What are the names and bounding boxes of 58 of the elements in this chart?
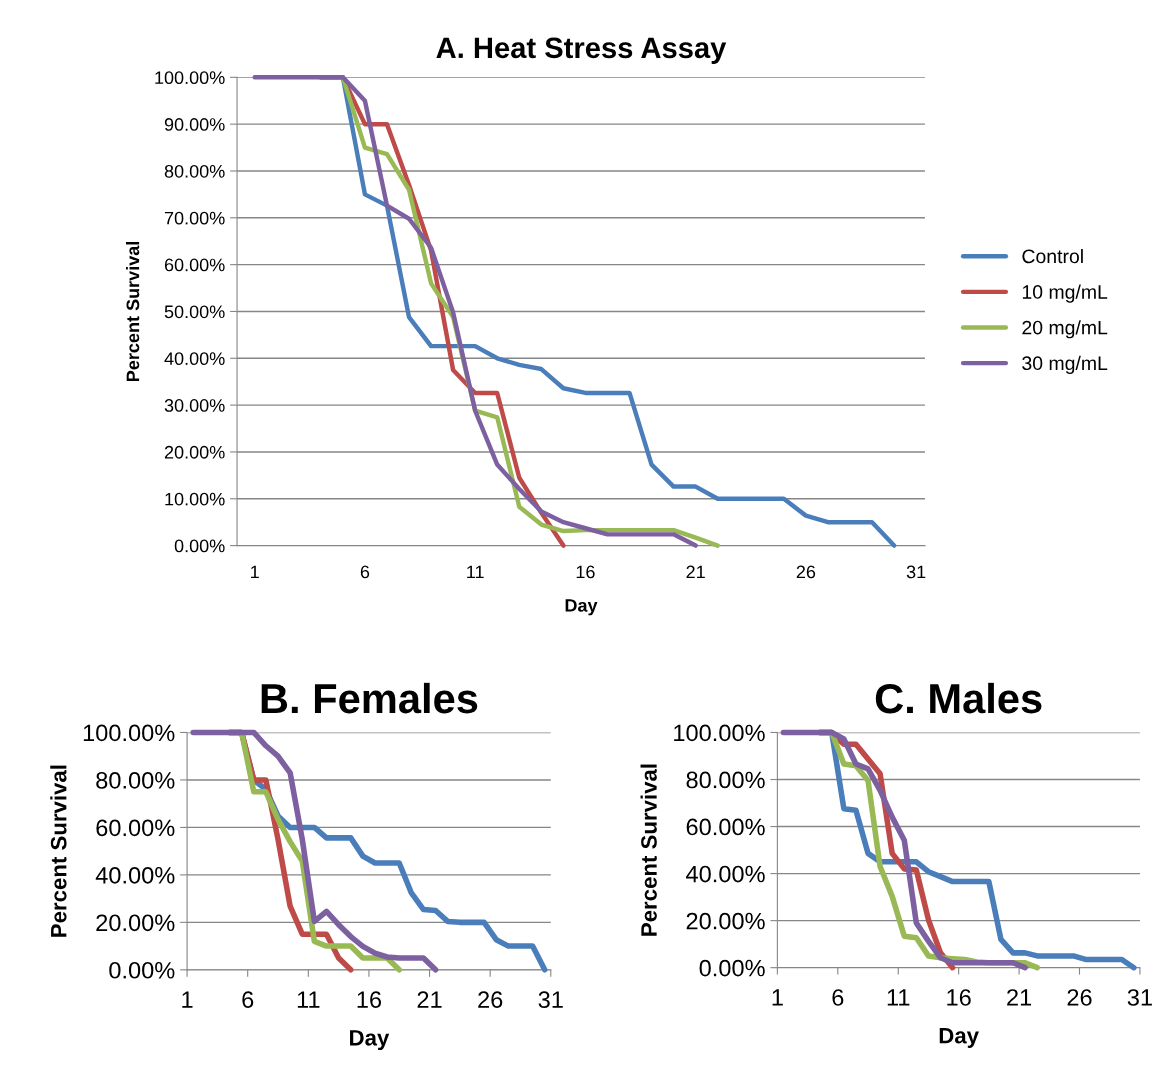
x-tick-label: 1 (182, 991, 193, 1008)
y-tick-label: 50.00% (164, 305, 225, 319)
y-tick-label: 0.00% (699, 959, 765, 977)
y-tick-label: 90.00% (164, 118, 225, 131)
y-tick-label: 80.00% (96, 772, 175, 789)
y-tick-label: 20.00% (686, 912, 765, 930)
y-axis-title: Percent Survival (50, 765, 67, 937)
x-tick-label: 26 (478, 991, 503, 1008)
x-axis-title: Day (565, 599, 598, 616)
x-tick-label: 16 (947, 989, 971, 1006)
x-tick-label: 21 (417, 991, 442, 1008)
y-tick-label: 100.00% (155, 71, 225, 85)
y-tick-label: 0.00% (109, 961, 175, 979)
x-tick-label: 11 (297, 991, 320, 1008)
legend-label: 20 mg/mL (1022, 320, 1108, 339)
y-tick-label: 40.00% (164, 352, 225, 366)
x-tick-label: 6 (832, 989, 844, 1006)
x-tick-label: 21 (1007, 989, 1032, 1006)
legend-label: Control (1022, 248, 1083, 264)
y-axis-title: Percent Survival (126, 241, 140, 381)
x-axis-title: Day (350, 1030, 390, 1051)
y-tick-label: 20.00% (164, 445, 225, 459)
legend-label: 10 mg/mL (1022, 284, 1108, 303)
x-tick-label: 1 (772, 989, 783, 1006)
y-tick-label: 70.00% (164, 211, 225, 225)
x-tick-label: 26 (1067, 989, 1092, 1006)
y-tick-label: 20.00% (96, 914, 175, 932)
y-tick-label: 60.00% (686, 818, 765, 836)
y-tick-label: 60.00% (96, 819, 175, 837)
y-tick-label: 40.00% (686, 865, 765, 883)
line-series (252, 75, 698, 548)
y-tick-label: 0.00% (174, 539, 225, 553)
chart-title: C. Males (875, 682, 1042, 714)
y-tick-label: 100.00% (674, 724, 765, 742)
chart-title: B. Females (261, 682, 478, 714)
x-tick-label: 11 (467, 565, 484, 579)
y-tick-label: 30.00% (164, 399, 225, 412)
y-axis-title: Percent Survival (640, 764, 657, 936)
x-tick-label: 1 (251, 565, 259, 579)
y-tick-label: 40.00% (95, 866, 175, 884)
x-tick-label: 16 (357, 991, 382, 1008)
y-tick-label: 100.00% (83, 724, 175, 742)
x-tick-label: 31 (906, 565, 926, 579)
x-axis-title: Day (939, 1028, 979, 1048)
y-tick-label: 60.00% (164, 258, 225, 272)
x-tick-label: 31 (1127, 989, 1152, 1006)
y-tick-label: 80.00% (686, 771, 765, 789)
x-tick-label: 21 (686, 565, 705, 579)
x-tick-label: 26 (796, 565, 816, 579)
x-tick-label: 6 (242, 991, 254, 1008)
x-tick-label: 16 (576, 565, 595, 579)
legend-label: 30 mg/mL (1022, 355, 1108, 374)
y-tick-label: 80.00% (164, 164, 225, 178)
x-tick-label: 6 (360, 565, 370, 579)
y-tick-label: 10.00% (165, 492, 225, 506)
chart-title: A. Heat Stress Assay (436, 37, 727, 64)
x-tick-label: 31 (538, 991, 563, 1008)
x-tick-label: 11 (887, 989, 910, 1006)
